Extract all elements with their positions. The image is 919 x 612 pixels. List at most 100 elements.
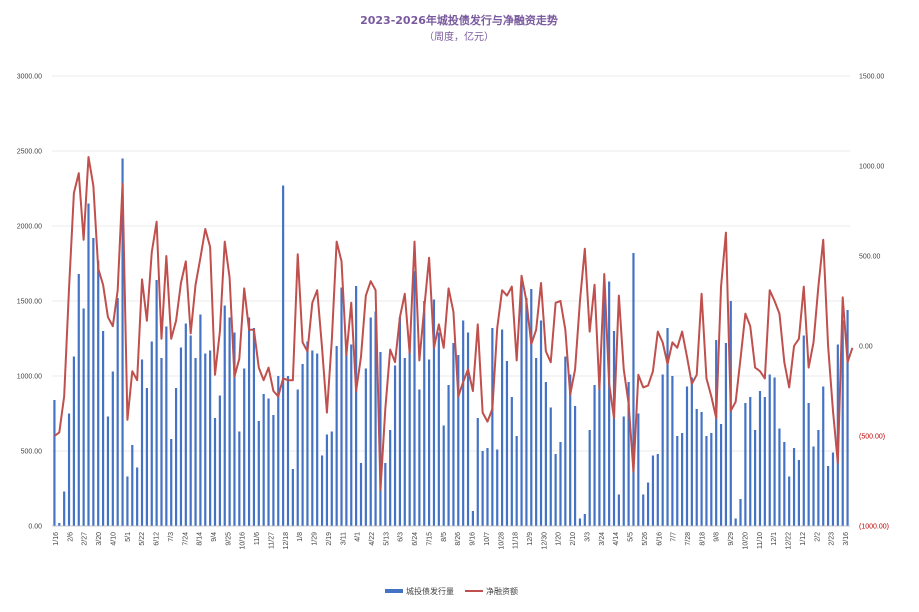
bar [661, 374, 664, 526]
x-tick-label: 6/3 [398, 532, 405, 542]
bar-series [53, 158, 849, 526]
bar [111, 371, 114, 526]
x-tick-label: 1/29 [312, 532, 319, 546]
bar [583, 514, 586, 526]
bar [452, 343, 455, 526]
bar [817, 430, 820, 526]
bar [393, 365, 397, 526]
bar [389, 430, 392, 526]
x-tick-label: 5/22 [139, 532, 146, 546]
bar [676, 436, 679, 526]
bar [695, 409, 698, 526]
x-tick-label: 5/26 [642, 532, 649, 546]
bar [432, 299, 436, 526]
bar [442, 425, 445, 526]
x-axis: 1/16 2/6 2/27 3/20 4/10 5/1 5/22 6/12 7/3 7/24 8/1… [52, 525, 850, 550]
bar [471, 511, 474, 526]
bar [617, 494, 620, 526]
bar [792, 448, 796, 526]
legend-label-issuance: 城投债发行量 [406, 586, 454, 596]
bar [797, 460, 800, 526]
x-tick-label: 12/18 [283, 532, 290, 550]
chart-subtitle: （周度，亿元） [424, 30, 494, 43]
left-tick-label: 1000.00 [17, 374, 42, 381]
x-tick-label: 6/16 [656, 532, 663, 546]
bar [603, 283, 606, 526]
left-tick-label: 3000.00 [17, 74, 42, 81]
bar [179, 347, 183, 526]
bar [223, 305, 226, 526]
legend-swatch-issuance [385, 589, 403, 593]
bar [734, 518, 737, 526]
bar [773, 377, 776, 526]
bar [257, 421, 260, 526]
x-tick-label: 3/11 [340, 532, 347, 545]
bar [418, 389, 421, 526]
bar [252, 328, 256, 526]
bar [53, 400, 56, 526]
x-tick-label: 3/24 [599, 532, 606, 546]
bar [622, 416, 625, 526]
bar [102, 331, 105, 526]
bar [174, 388, 178, 526]
bar [301, 364, 304, 526]
x-tick-label: 5/1 [125, 532, 132, 542]
x-tick-label: 1/16 [53, 532, 60, 546]
bar [700, 412, 703, 526]
bar [783, 442, 786, 526]
bar [807, 403, 810, 526]
x-tick-label: 12/1 [771, 532, 778, 546]
bar [106, 416, 110, 526]
bar [646, 482, 650, 526]
bar [350, 344, 353, 526]
bar [598, 374, 601, 526]
bar [719, 424, 723, 526]
x-tick-label: 8/14 [197, 532, 204, 546]
bar [515, 436, 518, 526]
x-tick-label: 7/24 [182, 532, 189, 546]
x-tick-label: 6/12 [154, 532, 161, 546]
bar [681, 433, 684, 526]
bar [296, 389, 299, 526]
x-tick-label: 12/30 [541, 532, 548, 550]
right-tick-label: 0.00 [859, 344, 873, 351]
bar [199, 314, 202, 526]
bar [535, 358, 538, 526]
x-tick-label: 10/20 [742, 532, 749, 550]
bar [82, 308, 85, 526]
right-tick-label: 1500.00 [859, 74, 884, 81]
bar [335, 346, 338, 526]
x-tick-label: 7/3 [168, 532, 175, 542]
x-tick-label: 8/5 [441, 532, 448, 542]
bar [788, 476, 791, 526]
bar [306, 341, 309, 526]
x-tick-label: 4/14 [613, 532, 620, 546]
bar [846, 310, 849, 526]
x-tick-label: 9/29 [728, 532, 735, 546]
bar [87, 203, 90, 526]
bar [204, 353, 207, 526]
bar [233, 332, 236, 526]
bar [282, 185, 285, 526]
bar [749, 397, 752, 526]
bar [77, 274, 80, 526]
bar [121, 158, 124, 526]
bar [116, 298, 119, 526]
x-tick-label: 11/27 [268, 532, 275, 549]
x-tick-label: 2/10 [570, 532, 577, 546]
bar [428, 359, 431, 526]
bar [778, 428, 781, 526]
x-tick-label: 1/20 [556, 532, 563, 546]
bar [262, 394, 265, 526]
bar [136, 467, 139, 526]
bar [715, 340, 718, 526]
bar [812, 446, 815, 526]
bar [637, 413, 640, 526]
legend-label-net-financing: 净融资额 [486, 586, 518, 596]
bar [209, 350, 212, 526]
bar [457, 355, 460, 526]
bar [243, 368, 246, 526]
left-tick-label: 1500.00 [17, 299, 42, 306]
x-tick-label: 9/4 [211, 532, 218, 542]
bar [58, 523, 61, 526]
